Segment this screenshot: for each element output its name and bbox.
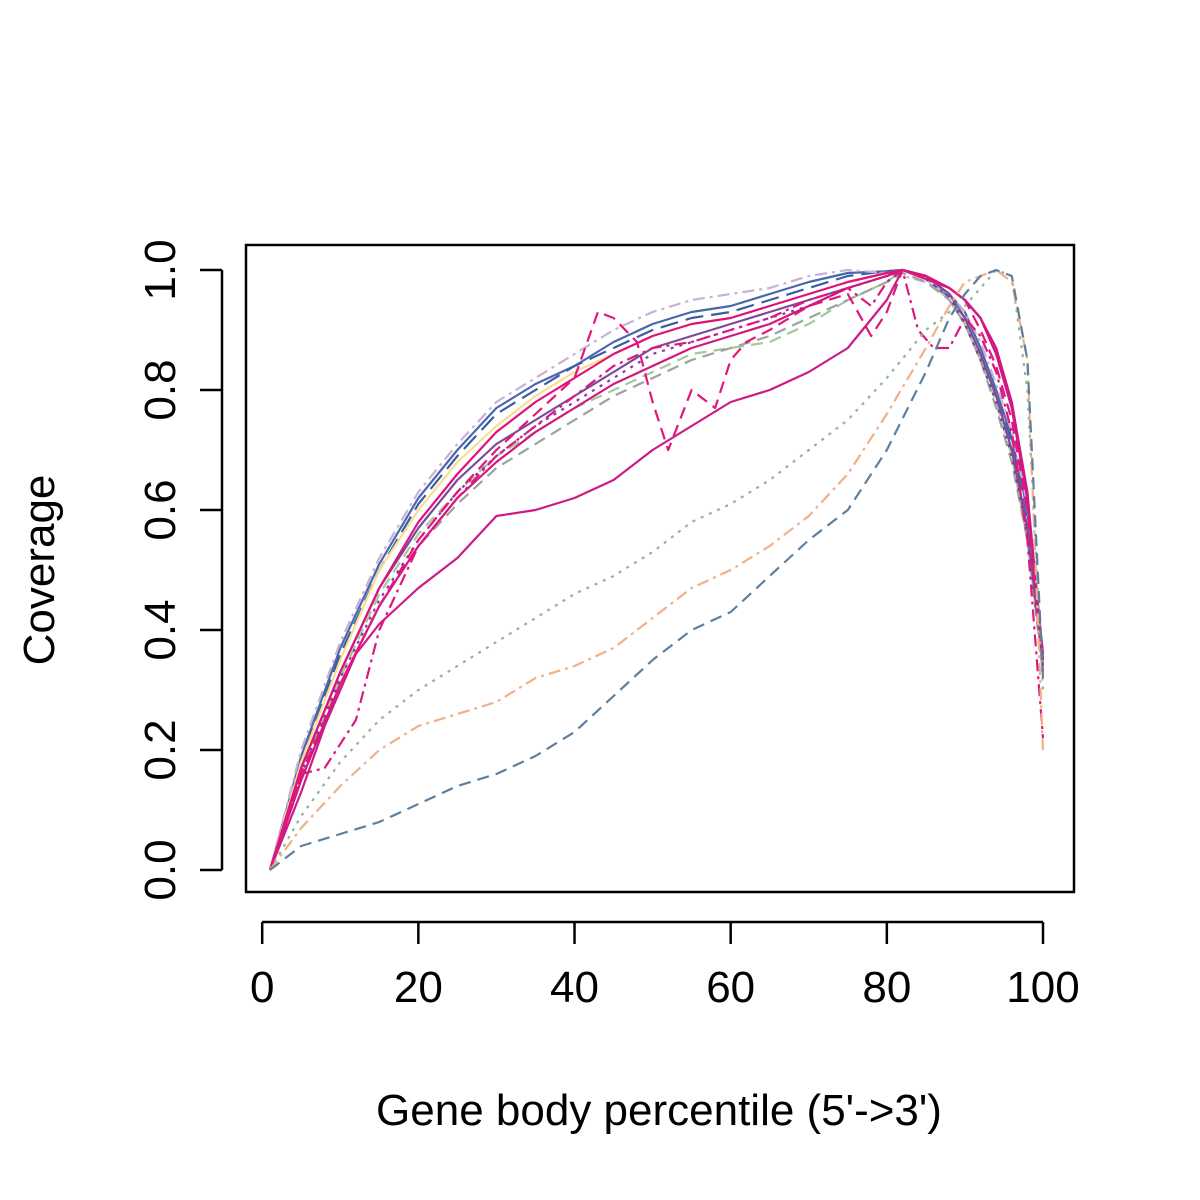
y-tick-label: 1.0	[136, 239, 185, 300]
y-axis-title: Coverage	[15, 475, 64, 666]
y-tick-label: 0.8	[136, 359, 185, 420]
x-tick-label: 80	[862, 963, 911, 1012]
series-line-2	[268, 268, 1045, 871]
x-tick-label: 0	[250, 963, 274, 1012]
x-axis: 0 20 40 60 80 100	[250, 920, 1080, 1012]
plot-area-frame	[244, 243, 1076, 894]
y-tick-label: 0.2	[136, 719, 185, 780]
series-layer	[268, 268, 1045, 871]
y-tick-label: 0.6	[136, 479, 185, 540]
series-line-12	[268, 268, 1045, 871]
x-tick-label: 20	[394, 963, 443, 1012]
series-line-14	[269, 268, 1045, 871]
series-line-11	[268, 268, 1045, 871]
series-line-3	[268, 268, 1045, 871]
series-line-7	[268, 268, 1045, 871]
series-line-13	[268, 268, 1045, 871]
y-tick-label: 0.4	[136, 599, 185, 660]
series-line-1	[268, 268, 1045, 871]
x-axis-title: Gene body percentile (5'->3')	[376, 1086, 942, 1135]
y-axis: 0.0 0.2 0.4 0.6 0.8 1.0	[136, 239, 224, 901]
series-line-16	[269, 268, 1045, 871]
x-tick-label: 60	[706, 963, 755, 1012]
x-tick-label: 100	[1006, 963, 1079, 1012]
y-tick-label: 0.0	[136, 839, 185, 900]
x-tick-label: 40	[550, 963, 599, 1012]
